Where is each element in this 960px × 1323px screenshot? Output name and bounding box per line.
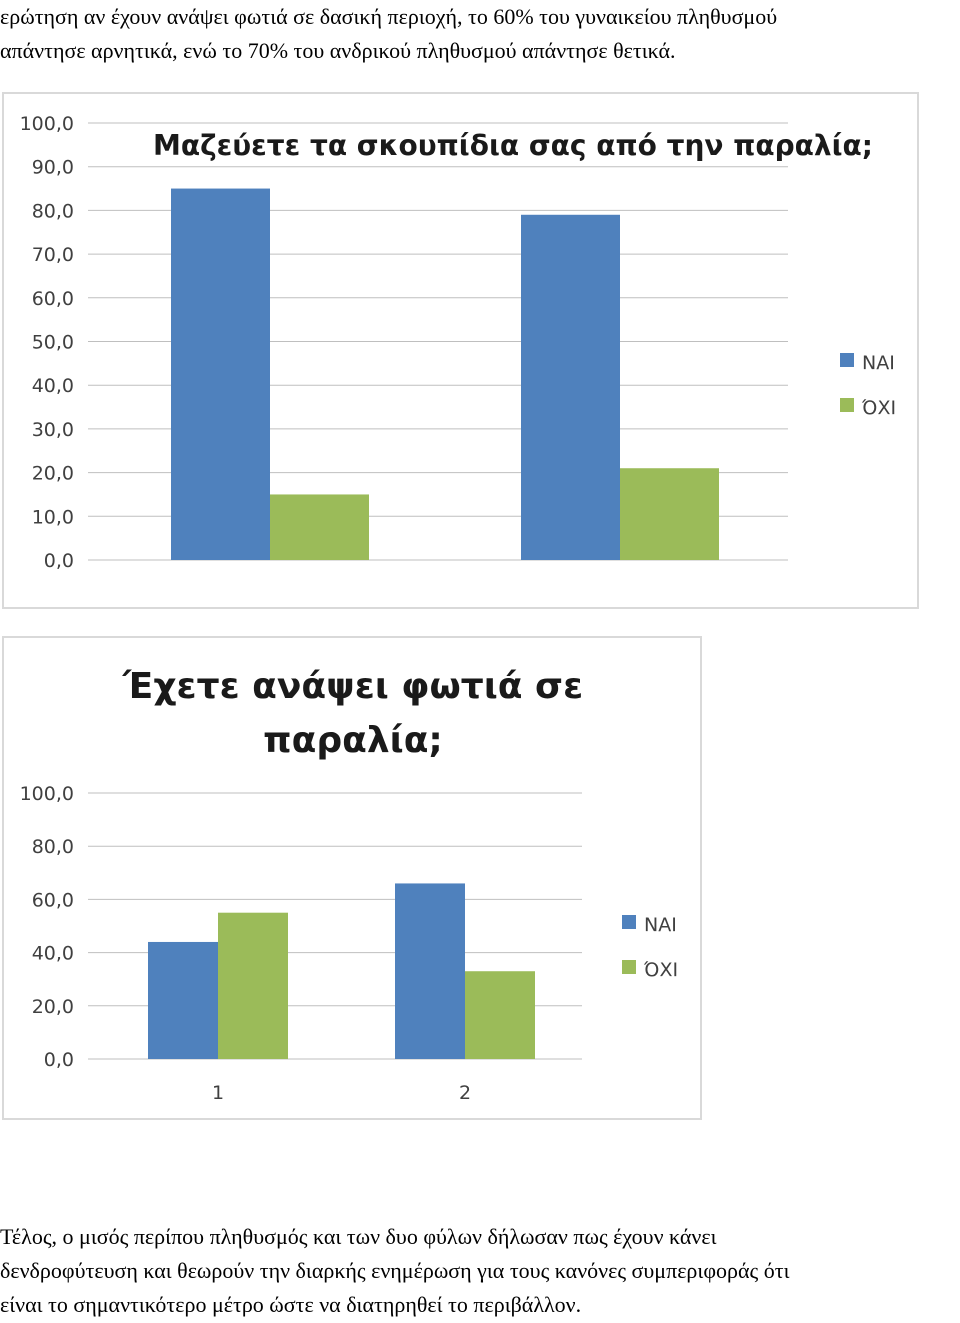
y-tick-label: 20,0 [32,463,74,485]
x-tick-label: 2 [459,1082,471,1104]
intro-paragraph: ερώτηση αν έχουν ανάψει φωτιά σε δασική … [0,0,960,68]
bar [148,941,218,1059]
y-tick-label: 90,0 [32,157,74,179]
y-tick-label: 60,0 [32,288,74,310]
y-tick-label: 50,0 [32,332,74,354]
y-tick-label: 70,0 [32,244,74,266]
outro-paragraph: Τέλος, ο μισός περίπου πληθυσμός και των… [0,1220,960,1322]
legend-swatch [622,960,636,974]
bar [270,494,369,560]
bar [395,883,465,1059]
chart-border [2,92,919,609]
intro-line-1: ερώτηση αν έχουν ανάψει φωτιά σε δασική … [0,4,778,29]
chart-title: παραλία; [263,720,443,761]
legend-swatch [622,915,636,929]
x-tick-label: 1 [212,1082,224,1104]
chart-light-fire: 0,0 20,0 40,0 60,0 80,0 100,0 Έχετε ανάψει φωτ… [2,636,702,1120]
chart-border [2,636,702,1120]
intro-line-2: απάντησε αρνητικά, ενώ το 70% του ανδρικ… [0,38,676,63]
legend-label: ΝΑΙ [644,914,677,936]
chart-title: Μαζεύετε τα σκουπίδια σας από την παραλί… [153,129,873,162]
y-tick-label: 40,0 [32,943,74,965]
bar [465,971,535,1059]
bar [171,188,270,561]
y-tick-label: 10,0 [32,506,74,528]
bar [218,912,288,1059]
outro-line-1: Τέλος, ο μισός περίπου πληθυσμός και των… [0,1224,717,1249]
y-tick-label: 80,0 [32,200,74,222]
legend-swatch [840,353,854,367]
y-tick-label: 80,0 [32,836,74,858]
y-tick-label: 0,0 [44,1049,74,1071]
y-tick-label: 40,0 [32,375,74,397]
legend-label: ΌΧΙ [861,397,896,419]
chart-title: Έχετε ανάψει φωτιά σε [122,666,583,707]
y-tick-label: 100,0 [20,113,74,135]
legend-swatch [840,398,854,412]
bar [521,214,620,560]
outro-line-3: είναι το σημαντικότερο μέτρο ώστε να δια… [0,1292,582,1317]
bar [620,468,719,560]
outro-line-2: δενδροφύτευση και θεωρούν την διαρκής εν… [0,1258,790,1283]
y-tick-label: 30,0 [32,419,74,441]
legend-label: ΝΑΙ [862,352,895,374]
y-tick-label: 20,0 [32,996,74,1018]
legend-label: ΌΧΙ [643,959,678,981]
y-tick-label: 0,0 [44,550,74,572]
chart-collect-trash: 0,0 10,0 20,0 30,0 40,0 50,0 60,0 70,0 80,0 90,0 1… [2,92,919,609]
y-tick-label: 60,0 [32,889,74,911]
y-tick-label: 100,0 [20,783,74,805]
